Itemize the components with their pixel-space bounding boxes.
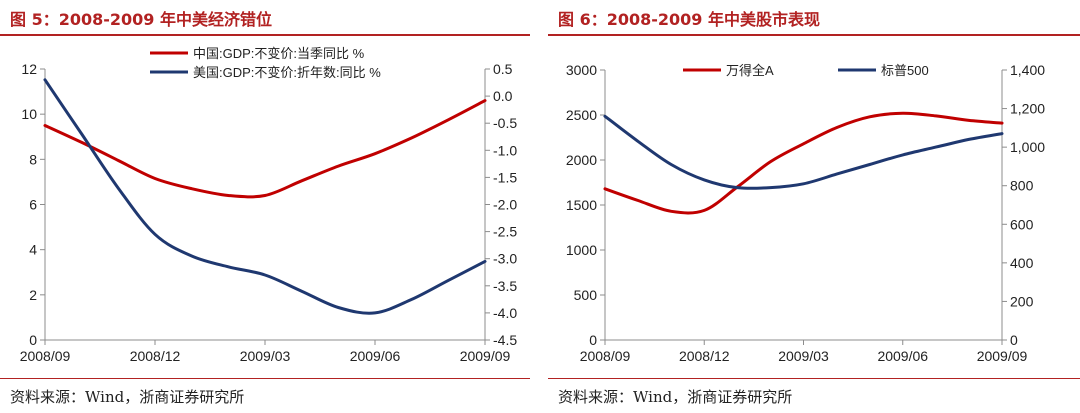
right-y-tick-label: -4.5 — [493, 332, 517, 348]
left-y-tick-label: 0 — [589, 332, 597, 348]
left-y-tick-label: 500 — [574, 287, 598, 303]
x-tick-label: 2008/12 — [679, 348, 730, 364]
right-y-tick-label: -3.5 — [493, 278, 517, 294]
right-y-tick-label: 1,200 — [1010, 101, 1045, 117]
left-y-tick-label: 1000 — [566, 242, 597, 258]
left-y-tick-label: 6 — [29, 197, 37, 213]
left-y-tick-label: 12 — [21, 61, 37, 77]
x-tick-label: 2009/06 — [350, 348, 401, 364]
left-y-tick-label: 2500 — [566, 107, 597, 123]
right-y-tick-label: 400 — [1010, 255, 1034, 271]
figure-5-chart: 0 2 4 6 8 10 12 -4.5 -4.0 -3.5 -3.0 -2.5 -2.0 -1.5 -1.… — [20, 46, 518, 364]
right-y-tick-label: -2.0 — [493, 197, 517, 213]
series-line-1 — [603, 111, 1004, 215]
right-y-tick-label: -1.0 — [493, 142, 517, 158]
figure-6-top-rule — [548, 34, 1080, 36]
right-y-tick-label: 1,000 — [1010, 139, 1045, 155]
left-y-tick-label: 2 — [29, 287, 37, 303]
x-tick-label: 2008/09 — [580, 348, 631, 364]
figure-5-top-rule — [0, 34, 530, 36]
x-tick-label: 2009/06 — [877, 348, 928, 364]
series-line-2 — [603, 114, 1004, 190]
figure-6-title: 图 6：2008-2009 年中美股市表现 — [558, 10, 820, 29]
legend-label-1: 万得全A — [726, 63, 774, 78]
right-y-tick-label: -4.0 — [493, 305, 517, 321]
figure-6-chart: 0 500 1000 1500 2000 2500 3000 0 200 400 600 800 1,0… — [566, 62, 1045, 364]
figure-6-panel: 图 6：2008-2009 年中美股市表现 0 500 1000 1500 2000 25… — [548, 0, 1080, 413]
right-y-tick-label: -0.5 — [493, 115, 517, 131]
right-y-tick-label: -2.5 — [493, 224, 517, 240]
left-y-tick-label: 10 — [21, 106, 37, 122]
legend-label-1: 中国:GDP:不变价:当季同比 % — [193, 46, 365, 61]
right-y-tick-label: 0.0 — [493, 88, 513, 104]
series-line-1 — [43, 99, 487, 199]
left-y-tick-label: 4 — [29, 242, 37, 258]
x-tick-label: 2009/09 — [977, 348, 1028, 364]
legend-label-2: 标普500 — [881, 63, 929, 78]
right-y-tick-label: 1,400 — [1010, 62, 1045, 78]
x-tick-label: 2009/03 — [778, 348, 829, 364]
right-y-tick-label: 800 — [1010, 178, 1034, 194]
left-y-tick-label: 8 — [29, 151, 37, 167]
left-y-tick-label: 1500 — [566, 197, 597, 213]
right-y-tick-label: -3.0 — [493, 251, 517, 267]
x-tick-label: 2008/12 — [130, 348, 181, 364]
figure-6-source: 资料来源：Wind，浙商证券研究所 — [558, 388, 793, 406]
figure-6-bottom-rule — [548, 378, 1080, 379]
legend-label-2: 美国:GDP:不变价:折年数:同比 % — [193, 65, 381, 80]
figure-5-panel: 图 5：2008-2009 年中美经济错位 0 2 4 6 8 10 12 -4.5 -4.0 -… — [0, 0, 530, 413]
figure-5-title: 图 5：2008-2009 年中美经济错位 — [10, 10, 272, 29]
right-y-tick-label: 0 — [1010, 332, 1018, 348]
right-y-tick-label: -1.5 — [493, 169, 517, 185]
figure-5-bottom-rule — [0, 378, 530, 379]
left-y-tick-label: 0 — [29, 332, 37, 348]
x-tick-label: 2009/09 — [460, 348, 511, 364]
left-y-tick-label: 3000 — [566, 62, 597, 78]
x-tick-label: 2008/09 — [20, 348, 71, 364]
left-y-tick-label: 2000 — [566, 152, 597, 168]
right-y-tick-label: 0.5 — [493, 61, 513, 77]
figure-5-source: 资料来源：Wind，浙商证券研究所 — [10, 388, 245, 406]
right-y-tick-label: 200 — [1010, 293, 1034, 309]
right-y-tick-label: 600 — [1010, 216, 1034, 232]
x-tick-label: 2009/03 — [240, 348, 291, 364]
series-line-2 — [43, 78, 487, 315]
